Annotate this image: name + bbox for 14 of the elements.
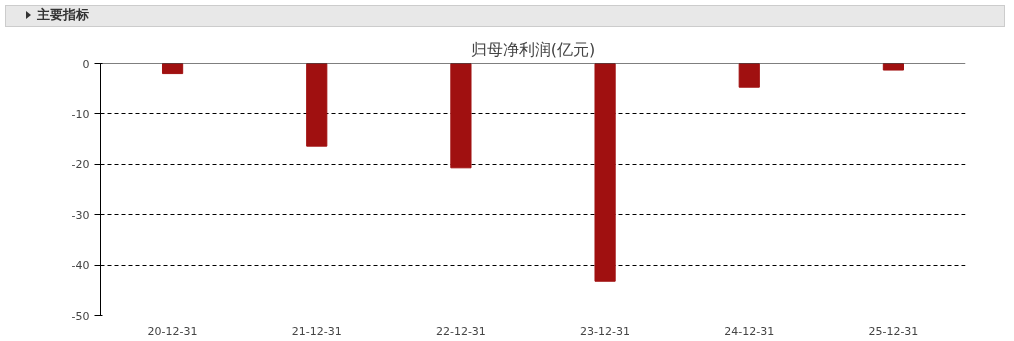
y-tick-label: -20 bbox=[71, 158, 90, 172]
x-tick-label: 20-12-31 bbox=[147, 324, 198, 338]
y-tick-label: -40 bbox=[71, 259, 90, 273]
text: 主要指标 bbox=[36, 6, 89, 24]
y-tick-label: -50 bbox=[71, 309, 90, 323]
x-tick-label: 24-12-31 bbox=[724, 324, 775, 338]
y-tick-label: 0 bbox=[82, 57, 90, 71]
y-tick-label: -30 bbox=[71, 208, 90, 222]
x-tick-label: 25-12-31 bbox=[868, 324, 919, 338]
y-tick-label: -10 bbox=[71, 107, 90, 121]
x-tick-label: 22-12-31 bbox=[435, 324, 486, 338]
x-tick-label: 23-12-31 bbox=[580, 324, 631, 338]
x-tick-label: 21-12-31 bbox=[291, 324, 342, 338]
chart-title: 归母净利润(亿元) bbox=[470, 39, 596, 59]
